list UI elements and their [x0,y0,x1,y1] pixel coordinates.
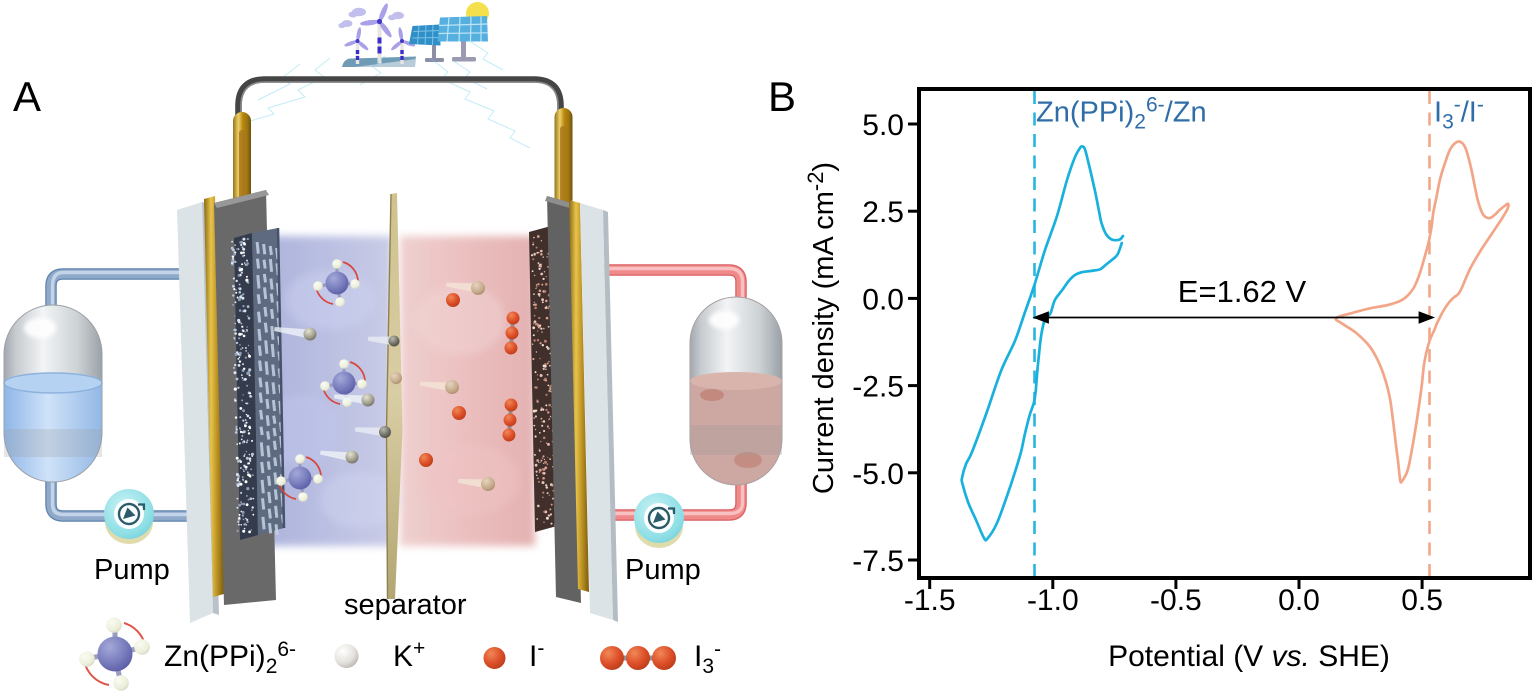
svg-text:E=1.62 V: E=1.62 V [1178,274,1307,309]
svg-text:-1.0: -1.0 [1027,584,1079,617]
svg-text:I3-: I3- [694,638,721,678]
svg-text:-1.5: -1.5 [904,584,956,617]
svg-text:Pump: Pump [94,554,170,586]
svg-text:0.5: 0.5 [1401,584,1443,617]
svg-text:Zn(PPi)26-: Zn(PPi)26- [164,638,296,678]
svg-text:A: A [13,73,41,120]
svg-text:Pump: Pump [625,554,701,586]
svg-text:I3-/I-: I3-/I- [1434,94,1484,134]
svg-text:-7.5: -7.5 [852,545,904,578]
svg-text:Potential (V vs. SHE): Potential (V vs. SHE) [1108,640,1390,673]
svg-text:B: B [768,73,796,120]
svg-text:K+: K+ [393,637,425,673]
svg-text:5.0: 5.0 [862,109,904,142]
svg-text:0.0: 0.0 [1278,584,1320,617]
svg-text:-0.5: -0.5 [1150,584,1202,617]
svg-text:-5.0: -5.0 [852,458,904,491]
svg-text:Zn(PPi)26-/Zn: Zn(PPi)26-/Zn [1036,94,1207,134]
svg-text:-2.5: -2.5 [852,371,904,404]
svg-text:separator: separator [344,589,467,621]
svg-text:2.5: 2.5 [862,196,904,229]
svg-text:I-: I- [529,637,544,673]
svg-text:0.0: 0.0 [862,283,904,316]
svg-text:Current density (mA cm-2): Current density (mA cm-2) [803,162,840,494]
